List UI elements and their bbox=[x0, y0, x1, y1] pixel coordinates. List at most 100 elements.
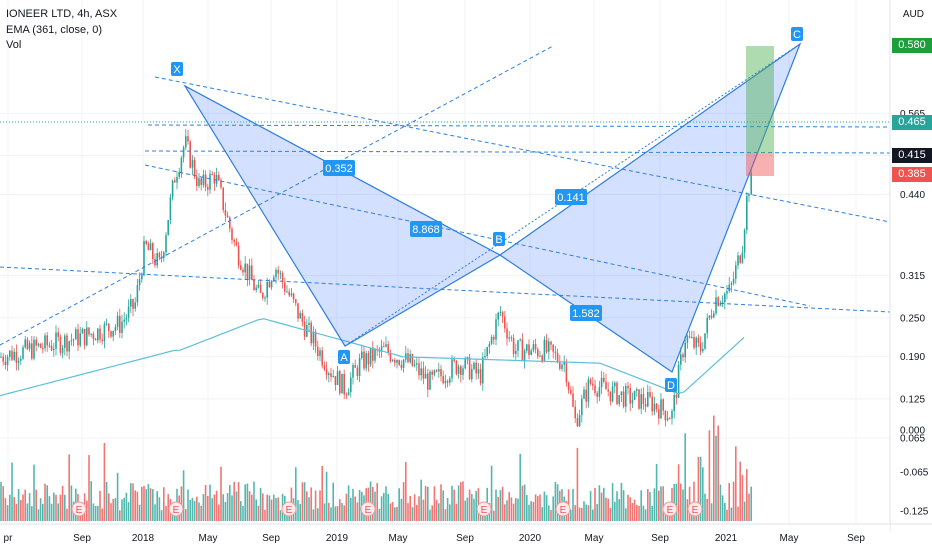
volume-bar bbox=[35, 489, 37, 521]
volume-bar bbox=[677, 464, 680, 521]
volume-bar bbox=[68, 454, 70, 521]
volume-bar bbox=[66, 508, 68, 521]
volume-bar bbox=[396, 506, 398, 521]
volume-bar bbox=[9, 494, 11, 521]
volume-bar bbox=[244, 484, 246, 521]
candle-body bbox=[622, 391, 625, 407]
candle-body bbox=[576, 418, 579, 427]
candle-body bbox=[310, 322, 312, 344]
ema-indicator-label[interactable]: EMA (361, close, 0) bbox=[6, 24, 102, 36]
volume-bar bbox=[508, 492, 510, 521]
candle-body bbox=[607, 389, 609, 392]
candle-body bbox=[75, 329, 77, 340]
volume-bar bbox=[721, 495, 724, 521]
time-tick-label: Sep bbox=[262, 533, 280, 544]
candle-body bbox=[486, 347, 488, 356]
volume-bar bbox=[697, 456, 700, 521]
price-tick-label: 0.190 bbox=[900, 352, 925, 363]
volume-bars bbox=[0, 415, 752, 521]
time-tick-label: May bbox=[585, 533, 604, 544]
volume-bar bbox=[572, 488, 574, 521]
current-price-tag: 0.465 bbox=[892, 115, 932, 130]
candle-body bbox=[563, 362, 565, 365]
candle-body bbox=[416, 363, 418, 365]
candle-body bbox=[317, 346, 319, 357]
volume-bar bbox=[328, 502, 330, 521]
candle-body bbox=[741, 252, 744, 263]
candle-body bbox=[658, 409, 660, 419]
volume-bar bbox=[519, 453, 521, 521]
volume-bar bbox=[268, 495, 271, 521]
candle-body bbox=[493, 336, 495, 340]
volume-bar bbox=[534, 494, 537, 521]
candle-body bbox=[156, 252, 158, 266]
candle-body bbox=[444, 380, 447, 384]
candle-body bbox=[442, 376, 444, 384]
volume-bar bbox=[119, 510, 121, 521]
volume-bar bbox=[411, 507, 414, 521]
trend-lines[interactable] bbox=[0, 45, 891, 346]
volume-bar bbox=[620, 482, 623, 521]
volume-bar bbox=[33, 464, 35, 521]
candle-body bbox=[477, 369, 480, 374]
volume-bar bbox=[625, 508, 627, 521]
candle-body bbox=[6, 356, 9, 365]
volume-bar bbox=[578, 507, 581, 521]
volume-bar bbox=[61, 485, 64, 521]
volume-bar bbox=[17, 488, 20, 521]
volume-bar bbox=[391, 501, 394, 521]
candle-body bbox=[211, 173, 213, 175]
candle-body bbox=[174, 180, 176, 183]
volume-indicator-label[interactable]: Vol bbox=[6, 39, 22, 51]
candle-body bbox=[270, 281, 273, 288]
candle-body bbox=[301, 312, 304, 322]
candle-body bbox=[116, 315, 119, 328]
volume-bar bbox=[587, 505, 590, 521]
volume-bar bbox=[642, 505, 645, 521]
volume-bar bbox=[266, 494, 268, 521]
volume-bar bbox=[466, 497, 469, 521]
candle-body bbox=[460, 366, 462, 375]
volume-bar bbox=[213, 494, 216, 521]
candle-body bbox=[17, 360, 20, 363]
candle-body bbox=[363, 351, 365, 369]
candle-body bbox=[539, 355, 541, 357]
candle-body bbox=[202, 174, 205, 185]
volume-bar bbox=[457, 485, 460, 521]
candle-body bbox=[374, 349, 376, 361]
volume-bar bbox=[226, 493, 229, 521]
volume-bar bbox=[101, 508, 103, 521]
candle-body bbox=[70, 340, 73, 342]
candle-body bbox=[528, 344, 530, 355]
pattern-point-labels: X A B D C bbox=[171, 27, 803, 392]
volume-bar bbox=[248, 491, 251, 521]
candle-body bbox=[526, 344, 528, 351]
candle-body bbox=[101, 339, 103, 342]
volume-bar bbox=[295, 467, 297, 521]
trend-line bbox=[0, 266, 891, 313]
stop-price-tag: 0.385 bbox=[892, 167, 932, 182]
volume-bar bbox=[453, 489, 455, 521]
candle-body bbox=[218, 174, 220, 181]
volume-bar bbox=[603, 487, 605, 521]
candle-body bbox=[264, 297, 266, 299]
volume-bar bbox=[530, 501, 532, 521]
candle-body bbox=[145, 241, 147, 244]
candle-body bbox=[737, 255, 739, 266]
candle-body bbox=[719, 302, 722, 306]
candle-body bbox=[132, 299, 134, 309]
candle-body bbox=[631, 399, 634, 404]
time-axis[interactable]: pr Sep 2018 May Sep 2019 May Sep 2020 May Sep 2021 M… bbox=[4, 533, 866, 544]
volume-bar bbox=[741, 475, 744, 521]
volume-bar bbox=[193, 501, 196, 521]
candle-body bbox=[640, 394, 642, 409]
volume-bar bbox=[306, 491, 308, 521]
volume-bar bbox=[750, 486, 752, 521]
candle-body bbox=[680, 354, 682, 365]
volume-bar bbox=[618, 499, 620, 521]
volume-bar bbox=[160, 510, 163, 521]
long-position-box[interactable] bbox=[746, 46, 774, 176]
candle-body bbox=[746, 195, 748, 230]
